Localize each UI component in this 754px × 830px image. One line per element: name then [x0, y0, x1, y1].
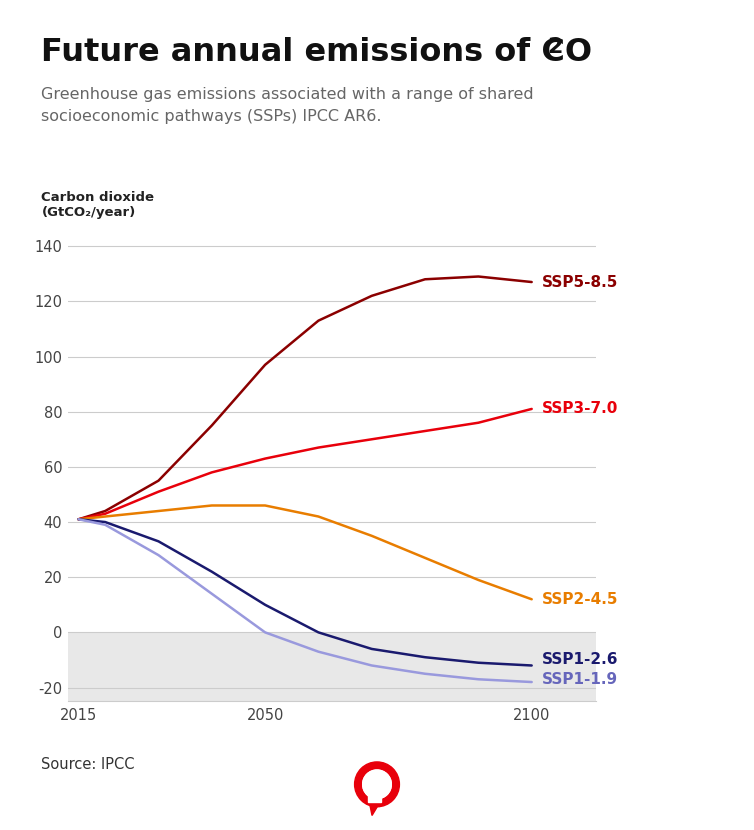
- Text: SSP1-1.9: SSP1-1.9: [542, 671, 618, 686]
- Circle shape: [363, 770, 391, 798]
- Text: (GtCO₂/year): (GtCO₂/year): [41, 206, 136, 219]
- Polygon shape: [368, 790, 381, 802]
- Text: Carbon dioxide: Carbon dioxide: [41, 191, 155, 204]
- Text: Greenhouse gas emissions associated with a range of shared
socioeconomic pathway: Greenhouse gas emissions associated with…: [41, 87, 534, 124]
- Circle shape: [354, 762, 400, 807]
- Text: Future annual emissions of CO: Future annual emissions of CO: [41, 37, 593, 68]
- Text: SSP5-8.5: SSP5-8.5: [542, 275, 619, 290]
- Text: SSP2-4.5: SSP2-4.5: [542, 592, 619, 607]
- Text: 2: 2: [547, 37, 562, 57]
- Circle shape: [363, 770, 391, 798]
- Polygon shape: [369, 803, 379, 815]
- Text: SSP1-2.6: SSP1-2.6: [542, 652, 619, 667]
- Text: SSP3-7.0: SSP3-7.0: [542, 402, 619, 417]
- Bar: [68, 632, 596, 701]
- Text: Source: IPCC: Source: IPCC: [41, 757, 135, 772]
